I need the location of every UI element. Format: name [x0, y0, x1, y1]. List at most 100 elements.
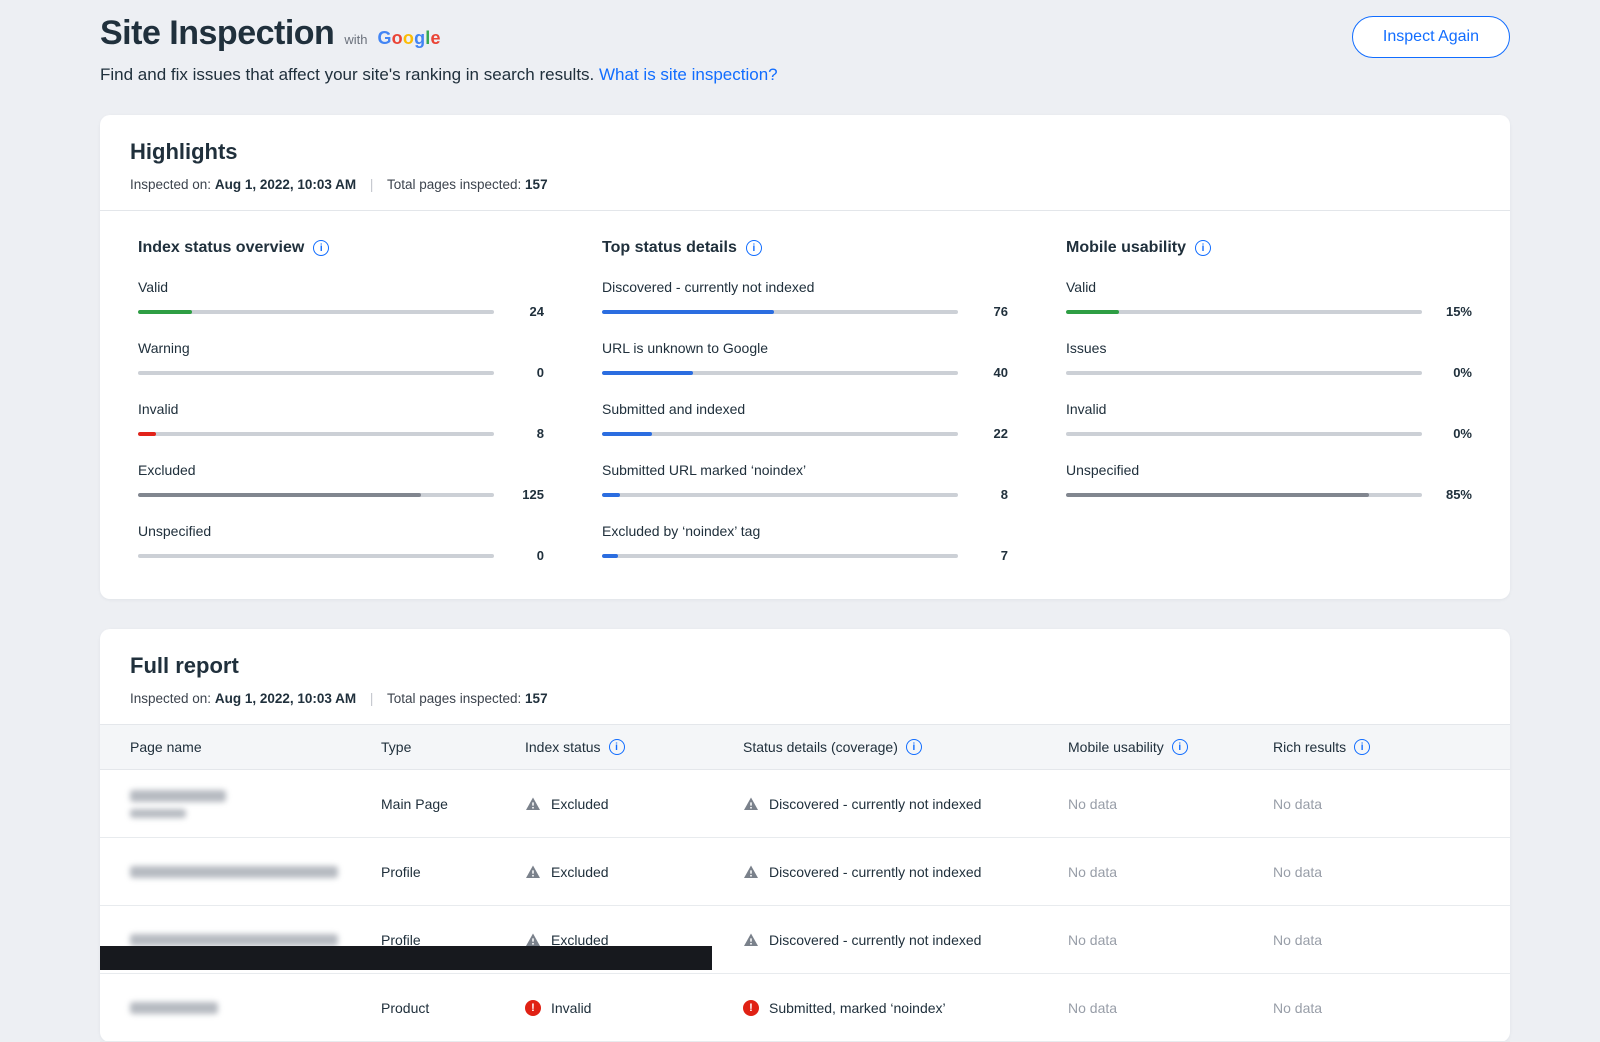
col-header-label: Index status — [525, 739, 601, 755]
bar-track — [138, 370, 494, 375]
info-icon[interactable]: i — [1354, 739, 1371, 755]
bar-track — [1066, 431, 1422, 436]
mobile-usability-cell: No data — [1068, 931, 1118, 948]
bar-track — [602, 492, 958, 497]
info-icon[interactable]: i — [905, 739, 922, 755]
stat-item: Discovered - currently not indexed 76 — [602, 279, 1008, 319]
type-cell: Profile — [381, 863, 421, 880]
info-icon[interactable]: i — [1171, 739, 1188, 755]
stat-item: Warning 0 — [138, 340, 544, 380]
type-cell: Profile — [381, 931, 421, 948]
col-header-label: Type — [381, 739, 412, 755]
title-block: Site Inspection with Google Find and fix… — [100, 14, 778, 85]
index-status-label: Excluded — [551, 795, 609, 812]
stat-value: 0% — [1453, 365, 1472, 380]
google-logo: Google — [377, 28, 440, 49]
mobile-usability-column: Mobile usability i Valid 15% Issues 0% I… — [1066, 239, 1472, 563]
full-report-meta: Inspected on: Aug 1, 2022, 10:03 AM | To… — [130, 691, 1480, 706]
col-header-rich-results: Rich results i — [1273, 739, 1480, 755]
info-icon[interactable]: i — [1195, 240, 1212, 256]
column-title: Mobile usability — [1066, 239, 1187, 256]
status-details-cell: Discovered - currently not indexed — [743, 932, 1068, 948]
stat-value: 15% — [1445, 304, 1472, 319]
mobile-usability-cell: No data — [1068, 863, 1118, 880]
stat-item: Unspecified 0 — [138, 523, 544, 563]
full-report-card: Full report Inspected on: Aug 1, 2022, 1… — [100, 629, 1510, 1042]
info-icon[interactable]: i — [313, 240, 330, 256]
stat-value: 22 — [993, 426, 1008, 441]
rich-results-cell: No data — [1273, 999, 1323, 1016]
inspected-on-label: Inspected on: — [130, 177, 212, 192]
table-header: Page name Type Index status i Status deta… — [100, 724, 1510, 770]
info-icon[interactable]: i — [608, 739, 625, 755]
bar-fill — [602, 431, 652, 436]
status-details-label: Discovered - currently not indexed — [769, 863, 982, 880]
index-status-cell: Excluded — [525, 932, 743, 948]
stat-item: Valid 15% — [1066, 279, 1472, 319]
page-subtitle: Find and fix issues that affect your sit… — [100, 65, 778, 85]
with-label: with — [344, 32, 368, 47]
info-icon[interactable]: i — [745, 240, 762, 256]
redacted-text-line — [130, 1001, 218, 1014]
inspected-on-label: Inspected on: — [130, 691, 212, 706]
bottom-dark-band — [100, 946, 712, 970]
google-letter: o — [391, 28, 403, 48]
stat-value: 40 — [993, 365, 1008, 380]
google-letter: G — [377, 28, 392, 48]
index-status-label: Invalid — [551, 999, 592, 1016]
total-pages-label: Total pages inspected: — [386, 691, 522, 706]
stat-label: Excluded — [138, 462, 196, 478]
highlights-head: Highlights Inspected on: Aug 1, 2022, 10… — [100, 115, 1510, 210]
page-title: Site Inspection — [100, 14, 335, 52]
type-cell: Main Page — [381, 795, 448, 812]
subtitle-text: Find and fix issues that affect your sit… — [100, 65, 595, 84]
stat-item: Invalid 0% — [1066, 401, 1472, 441]
bar-fill — [1066, 492, 1369, 497]
col-header-label: Mobile usability — [1068, 739, 1164, 755]
highlights-stats: Index status overview i Valid 24 Warning… — [100, 211, 1510, 599]
google-letter: o — [402, 28, 415, 48]
status-details-cell: Discovered - currently not indexed — [743, 796, 1068, 812]
type-cell: Product — [381, 999, 430, 1016]
index-status-cell: Excluded — [525, 864, 743, 880]
index-status-cell: Excluded — [525, 796, 743, 812]
status-details-cell: ! Submitted, marked ‘noindex’ — [743, 999, 1068, 1016]
stat-label: Invalid — [1066, 401, 1107, 417]
top-status-details-column: Top status details i Discovered - curren… — [602, 239, 1008, 563]
stat-item: Issues 0% — [1066, 340, 1472, 380]
page-name-redacted — [130, 789, 381, 818]
stat-label: Submitted URL marked ‘noindex’ — [602, 462, 807, 478]
stat-label: Excluded by ‘noindex’ tag — [602, 523, 761, 539]
stat-value: 0 — [536, 365, 544, 380]
bar-track — [138, 553, 494, 558]
total-pages-label: Total pages inspected: — [386, 177, 522, 192]
google-letter: l — [425, 28, 431, 48]
mobile-usability-cell: No data — [1068, 999, 1118, 1016]
stat-value: 85% — [1445, 487, 1472, 502]
highlights-meta: Inspected on: Aug 1, 2022, 10:03 AM | To… — [130, 177, 1480, 192]
stat-label: Invalid — [138, 401, 179, 417]
highlights-title: Highlights — [130, 139, 238, 164]
stat-item: Unspecified 85% — [1066, 462, 1472, 502]
rich-results-cell: No data — [1273, 863, 1323, 880]
stat-label: Warning — [138, 340, 190, 356]
inspect-again-button[interactable]: Inspect Again — [1351, 16, 1510, 58]
stat-label: Issues — [1066, 340, 1107, 356]
redacted-text-line — [130, 808, 186, 818]
bar-track — [138, 492, 494, 497]
bar-fill — [138, 431, 157, 436]
table-row[interactable]: Product ! Invalid ! Submitted, marked ‘n… — [100, 974, 1510, 1042]
table-row[interactable]: Profile Excluded Discovered - currently … — [100, 838, 1510, 906]
full-report-head: Full report Inspected on: Aug 1, 2022, 1… — [100, 629, 1510, 724]
col-header-page-name: Page name — [130, 739, 381, 755]
bar-track — [602, 431, 958, 436]
col-header-label: Page name — [130, 739, 202, 755]
stat-label: Discovered - currently not indexed — [602, 279, 815, 295]
inspected-on-value: Aug 1, 2022, 10:03 AM — [214, 691, 357, 706]
stat-label: Valid — [1066, 279, 1097, 295]
what-is-site-inspection-link[interactable]: What is site inspection? — [599, 65, 778, 84]
table-row[interactable]: Main Page Excluded Discovered - currentl… — [100, 770, 1510, 838]
total-pages-value: 157 — [525, 177, 548, 192]
col-header-mobile-usability: Mobile usability i — [1068, 739, 1273, 755]
col-header-label: Status details (coverage) — [743, 739, 898, 755]
